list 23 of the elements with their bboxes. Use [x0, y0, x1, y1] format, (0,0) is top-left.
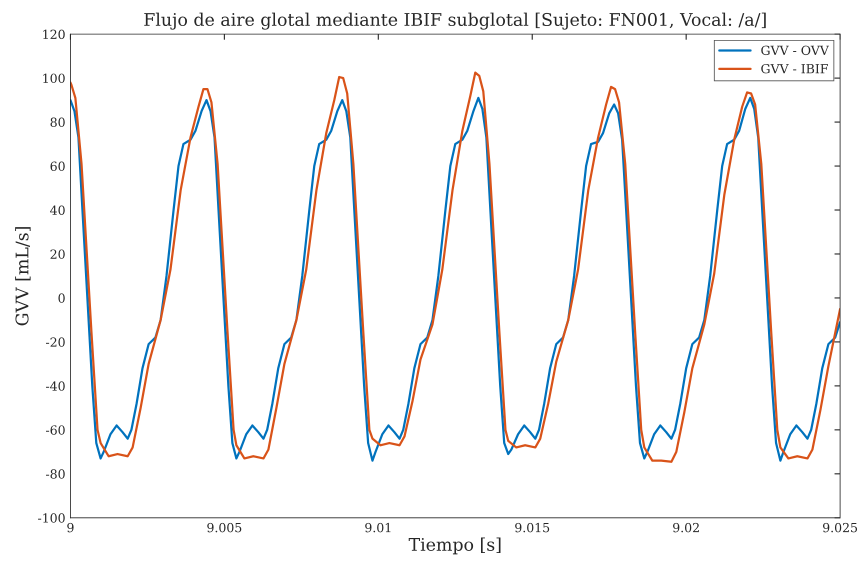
y-tick-label: -20 — [46, 337, 65, 347]
y-tick-label: -100 — [38, 513, 65, 523]
x-tick-label: 9.025 — [822, 522, 858, 532]
y-tick-label: -60 — [46, 425, 65, 435]
x-tick-label: 9.015 — [515, 522, 550, 532]
y-tick-label: 80 — [50, 118, 65, 128]
legend-label: GVV - IBIF — [761, 64, 828, 74]
x-tick-label: 9.02 — [673, 522, 699, 532]
y-tick-label: 60 — [50, 162, 65, 171]
x-tick-label: 9 — [67, 522, 74, 532]
chart-title: Flujo de aire glotal mediante IBIF subglotal [Sujeto: FN001, Vocal: /a/] — [144, 12, 766, 30]
y-tick-label: 0 — [58, 293, 65, 303]
y-tick-label: 20 — [50, 249, 65, 259]
y-tick-label: 40 — [50, 205, 65, 215]
y-tick-label: 100 — [43, 74, 65, 84]
y-axis-title: GVV [mL/s] — [15, 227, 31, 326]
x-tick-label: 9.005 — [207, 522, 242, 532]
y-tick-label: 120 — [43, 30, 65, 40]
y-tick-label: -40 — [46, 381, 65, 391]
x-axis-title: Tiempo [s] — [408, 538, 500, 554]
x-tick-label: 9.01 — [365, 522, 390, 532]
y-tick-label: -80 — [46, 469, 65, 479]
legend-label: GVV - OVV — [761, 46, 830, 56]
